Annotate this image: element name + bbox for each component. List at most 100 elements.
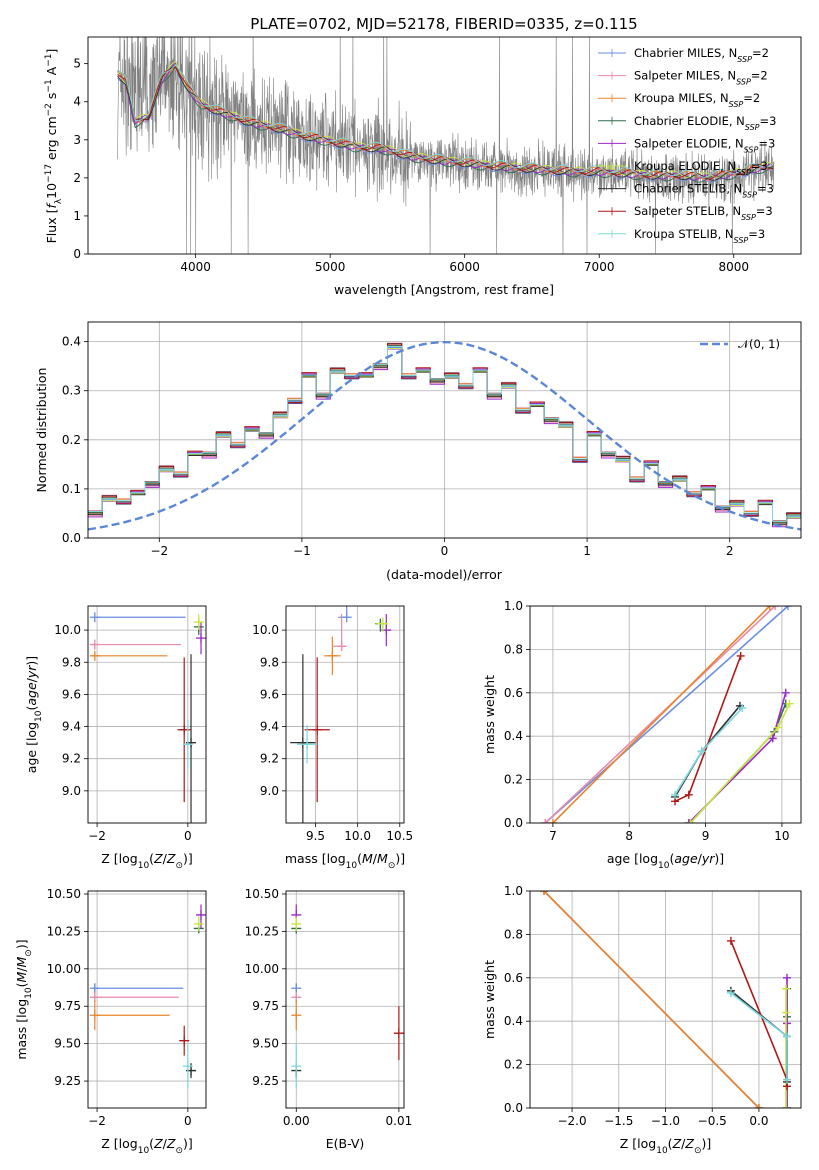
y-tick-label: 2 (73, 171, 81, 185)
y-axis-label: mass weight (482, 675, 497, 754)
x-tick-label: 0 (184, 1114, 192, 1128)
series-point-kroupa-miles (548, 819, 557, 823)
series-point-kroupa-miles (540, 891, 549, 895)
data-point-chabrier-miles (89, 983, 100, 994)
y-tick-label: 0.0 (504, 816, 523, 830)
y-tick-label: 9.8 (260, 655, 279, 669)
x-axis-label: Z [log10(Z/Z⊙)] (101, 851, 193, 871)
mass-vs-extinction-panel: 0.00 0.01 9.25 9.50 9.75 10.00 10.25 10.50 E(B-V… (245, 887, 413, 1151)
legend-entry: Chabrier ELODIE, NSSP=3 (634, 114, 776, 132)
plot-area (89, 612, 206, 823)
data-point-chabrier-miles (341, 612, 352, 623)
legend-entry: Kroupa ELODIE, NSSP=3 (634, 159, 768, 177)
y-tick-label: 1 (73, 209, 81, 223)
data-point-kroupa-stelib (182, 739, 193, 750)
x-tick-label: 6000 (449, 260, 480, 274)
y-tick-label: 0.4 (62, 335, 81, 349)
y-tick-label: 9.75 (252, 999, 279, 1013)
axes-frame (529, 890, 802, 1109)
x-tick-label: 0.00 (283, 1114, 310, 1128)
x-axis-label: age [log10(age/yr)] (607, 851, 724, 871)
x-tick-label: 1 (583, 544, 591, 558)
data-point-salpeter-miles (336, 641, 347, 652)
y-tick-label: 0.8 (504, 927, 523, 941)
y-axis-label: Normed distribution (34, 368, 49, 493)
model-spectrum-line-chabrier-stelib (117, 66, 774, 181)
x-tick-label: 8 (625, 829, 633, 843)
series-point-salpeter-elodie (768, 734, 777, 743)
age-vs-mass-panel: 9.5 10.0 10.5 9.0 9.2 9.4 9.6 9.8 10.0 mass [log1… (252, 605, 413, 871)
y-axis-label: mass weight (482, 960, 497, 1039)
legend-entry: Chabrier MILES, NSSP=2 (634, 46, 769, 64)
x-tick-label: −2 (88, 1114, 106, 1128)
axes-frame (87, 890, 207, 1109)
x-tick-label: −1.0 (651, 1114, 680, 1128)
mass-vs-metallicity-panel: −2 0 9.25 9.50 9.75 10.00 10.25 10.50 Z [log10(Z… (14, 887, 207, 1156)
series-point-salpeter-elodie (684, 819, 693, 823)
series-point-kroupa-miles (754, 1104, 763, 1108)
data-point-kroupa-elodie (377, 618, 388, 629)
y-axis-label: mass [log10(M/M⊙)] (14, 939, 34, 1059)
x-tick-label: 9 (702, 829, 710, 843)
data-point-salpeter-stelib (179, 1035, 190, 1046)
series-point-kroupa-stelib (697, 747, 706, 756)
series-point-salpeter-miles (541, 819, 550, 823)
series-line-salpeter-miles (544, 606, 776, 823)
series-point-kroupa-stelib (671, 790, 680, 799)
y-tick-label: 0.3 (62, 384, 81, 398)
series-line-chabrier-elodie (689, 703, 787, 823)
data-point-chabrier-miles (89, 612, 100, 623)
y-tick-label: 9.25 (54, 1074, 81, 1088)
series-point-kroupa-stelib (738, 703, 747, 712)
series-point-salpeter-stelib (726, 936, 735, 945)
series-point-salpeter-elodie (781, 688, 790, 697)
x-axis-label: Z [log10(Z/Z⊙)] (101, 1136, 193, 1156)
y-tick-label: 9.4 (260, 720, 279, 734)
series-point-kroupa-stelib (782, 1075, 791, 1084)
age-vs-metallicity-panel: −2 0 9.0 9.2 9.4 9.6 9.8 10.0 Z [log10(Z/Z⊙)] age… (24, 605, 207, 871)
series-point-salpeter-elodie (782, 1019, 791, 1028)
series-point-kroupa-miles (765, 606, 774, 610)
y-tick-label: 0.0 (504, 1101, 523, 1115)
series-point-salpeter-elodie (782, 1104, 791, 1108)
series-point-kroupa-elodie (782, 1104, 791, 1108)
x-tick-label: 5000 (315, 260, 346, 274)
series-point-kroupa-elodie (686, 819, 695, 823)
series-line-chabrier-stelib (674, 705, 741, 798)
legend-entry: Salpeter STELIB, NSSP=3 (634, 204, 773, 222)
series-point-salpeter-elodie (782, 973, 791, 982)
y-tick-label: 9.6 (260, 687, 279, 701)
series-line-kroupa-miles (543, 891, 760, 1108)
x-tick-label: 0.01 (386, 1114, 413, 1128)
y-axis-label: Flux [fλ10−17 erg cm−2 s−1 A−1] (44, 49, 64, 244)
data-point-kroupa-miles (327, 650, 338, 661)
y-tick-label: 0.4 (504, 1014, 523, 1028)
y-tick-label: 0.2 (62, 433, 81, 447)
data-point-kroupa-elodie (193, 918, 204, 929)
series-line-chabrier-miles (544, 606, 789, 823)
x-tick-label: 10 (774, 829, 789, 843)
series-point-kroupa-stelib (782, 1032, 791, 1041)
plot-area (290, 606, 392, 823)
x-axis-label: wavelength [Angstrom, rest frame] (334, 282, 554, 297)
x-tick-label: −1.5 (604, 1114, 633, 1128)
normal-pdf-curve (88, 341, 801, 531)
data-point-chabrier-miles (291, 983, 302, 994)
y-tick-label: 9.75 (54, 999, 81, 1013)
x-tick-label: −1 (293, 544, 311, 558)
plot-area (540, 891, 791, 1108)
series-point-salpeter-stelib (684, 790, 693, 799)
model-spectrum-line-chabrier-elodie (117, 66, 774, 183)
y-tick-label: 9.0 (62, 784, 81, 798)
y-tick-label: 9.8 (62, 655, 81, 669)
axes-frame (529, 605, 802, 824)
x-tick-label: 10.0 (344, 829, 371, 843)
y-tick-label: 0 (73, 247, 81, 261)
y-tick-label: 9.50 (54, 1037, 81, 1051)
y-tick-label: 10.25 (245, 924, 279, 938)
series-point-kroupa-stelib (726, 988, 735, 997)
y-tick-label: 10.00 (47, 962, 81, 976)
series-line-kroupa-stelib (674, 707, 743, 796)
y-tick-label: 0.8 (504, 642, 523, 656)
y-tick-label: 10.25 (47, 924, 81, 938)
